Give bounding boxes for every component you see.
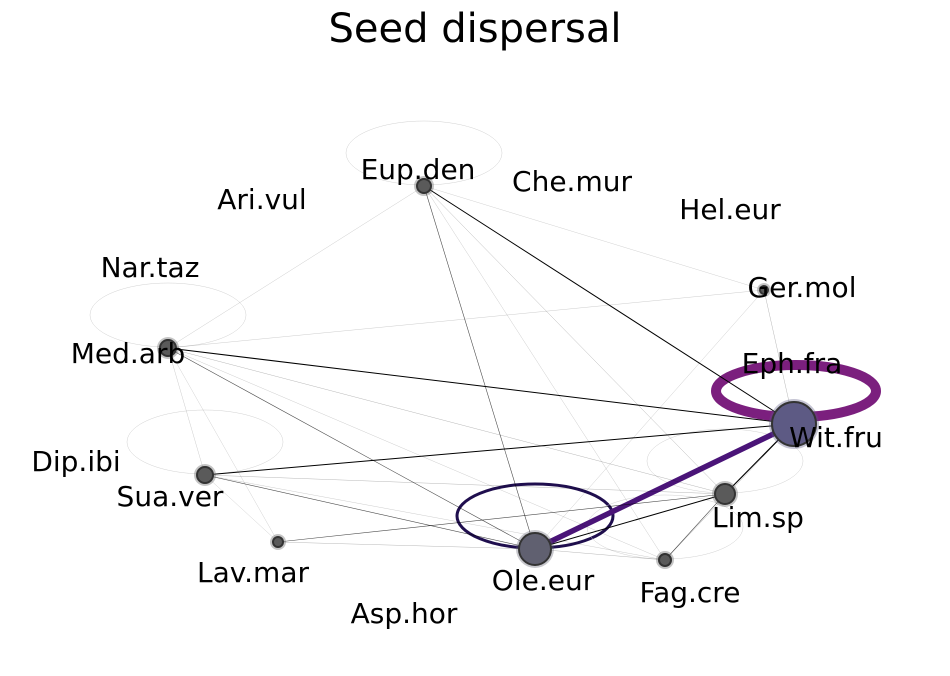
node-label-ole: Ole.eur xyxy=(492,564,595,597)
nodes xyxy=(157,176,819,569)
edges xyxy=(167,185,797,561)
node-label-asp: Asp.hor xyxy=(351,597,458,630)
graph-title: Seed dispersal xyxy=(329,6,622,52)
node-label-wit: Wit.fru xyxy=(789,421,883,454)
edge-lim-fag xyxy=(664,493,726,561)
edge-med-lav xyxy=(167,347,279,543)
edge-med-wit xyxy=(167,347,795,425)
edge-med-ole xyxy=(167,347,536,550)
edge-eup-ole xyxy=(423,185,536,550)
node-ole xyxy=(516,530,554,568)
node-med xyxy=(157,337,179,359)
node-label-sua: Sua.ver xyxy=(117,480,224,513)
edge-eup-wit xyxy=(423,185,795,425)
node-label-eph: Eph.fra xyxy=(742,347,843,380)
node-labels: Eup.den Che.mur Ari.vul Hel.eur Nar.taz Ger.m… xyxy=(31,153,883,630)
edge-med-fag xyxy=(167,347,666,561)
node-label-hel: Hel.eur xyxy=(679,193,781,226)
edge-sua-lim xyxy=(204,474,726,495)
edge-sua-lav xyxy=(204,474,279,543)
edge-sua-ole xyxy=(204,474,536,550)
node-lav xyxy=(270,534,286,550)
edge-ole-fag xyxy=(534,548,666,561)
edge-sua-fag xyxy=(204,474,666,561)
node-fag xyxy=(656,551,674,569)
edge-eup-lim xyxy=(423,185,726,495)
edge-lim-ole xyxy=(534,493,726,550)
node-label-fag: Fag.cre xyxy=(640,576,741,609)
edge-eup-fag xyxy=(423,185,666,561)
edge-wit-ole xyxy=(532,421,797,552)
node-label-eup: Eup.den xyxy=(361,153,476,186)
node-lim xyxy=(712,481,738,507)
edge-eup-ger xyxy=(423,185,765,291)
node-label-med: Med.arb xyxy=(71,337,186,370)
edge-med-ger xyxy=(167,289,765,349)
node-label-lim: Lim.sp xyxy=(712,501,804,534)
node-label-ger: Ger.mol xyxy=(748,271,857,304)
node-label-ari: Ari.vul xyxy=(217,183,306,216)
node-label-che: Che.mur xyxy=(512,165,632,198)
edge-lav-lim xyxy=(277,493,726,543)
edge-sua-wit xyxy=(204,423,795,476)
edge-lav-ole xyxy=(277,541,536,550)
node-sua xyxy=(194,464,216,486)
edge-eup-med xyxy=(167,185,425,349)
node-label-lav: Lav.mar xyxy=(197,556,309,589)
edge-med-sua xyxy=(167,347,206,476)
node-ger xyxy=(757,283,771,297)
node-wit xyxy=(769,399,819,449)
node-label-nar: Nar.taz xyxy=(101,251,200,284)
edge-med-lim xyxy=(167,347,726,495)
edge-ole-ger xyxy=(534,289,765,550)
node-label-dip: Dip.ibi xyxy=(31,445,120,478)
node-eup xyxy=(414,176,434,196)
